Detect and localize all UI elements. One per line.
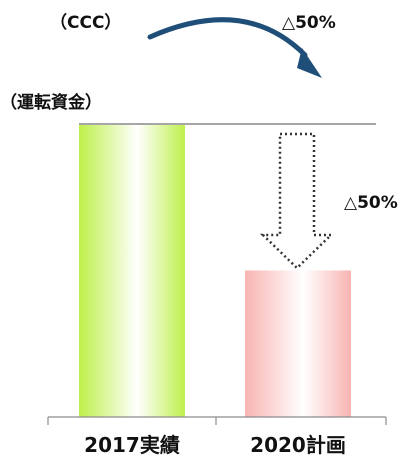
bar-2017 <box>79 124 185 417</box>
curved-arrow-icon <box>147 17 322 78</box>
ccc-change-label: △50% <box>282 13 336 33</box>
category-label-2020: 2020計画 <box>250 433 346 457</box>
ccc-label: （CCC） <box>50 12 121 33</box>
category-label-2017: 2017実績 <box>84 433 180 457</box>
working-capital-change-label: △50% <box>344 193 398 213</box>
bar-2020 <box>245 270 351 417</box>
working-capital-label: （運転資金） <box>0 92 102 113</box>
dotted-down-arrow-icon <box>259 132 335 270</box>
